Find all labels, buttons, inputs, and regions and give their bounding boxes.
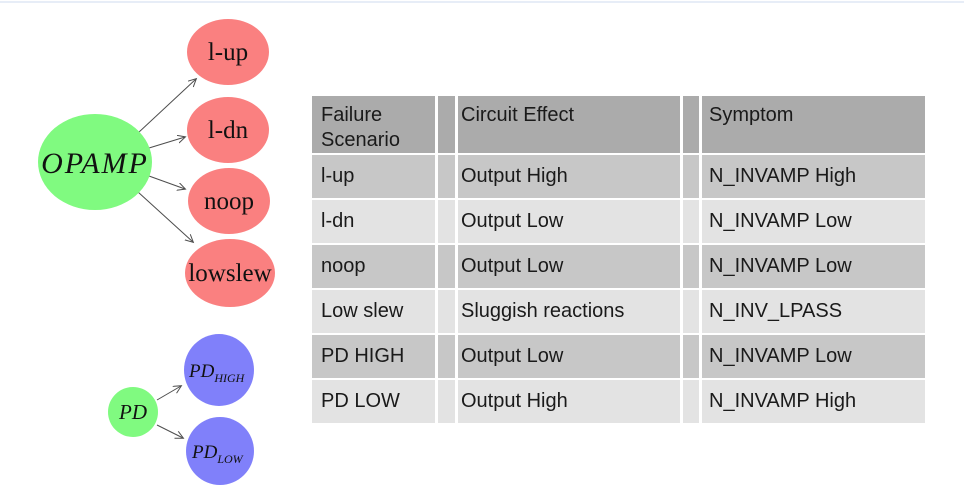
- pdlow-label-main: PD: [191, 442, 218, 463]
- header-circuit-effect: Circuit Effect: [458, 96, 680, 153]
- node-ldn: [187, 97, 269, 163]
- node-ldn-label: l-dn: [208, 117, 249, 144]
- node-pdlow: [186, 417, 254, 485]
- cell-effect: Output High: [458, 380, 680, 423]
- cell-effect: Output Low: [458, 245, 680, 288]
- header-spacer-2: [683, 96, 699, 153]
- edge-opamp-lowslew: [137, 191, 193, 242]
- cell-spacer: [683, 335, 699, 378]
- cell-spacer: [683, 200, 699, 243]
- node-lowslew-label: lowslew: [188, 260, 271, 287]
- cell-spacer: [438, 380, 455, 423]
- table-row: noop Output Low N_INVAMP Low: [312, 245, 925, 288]
- node-lup-label: l-up: [208, 39, 248, 66]
- edge-pd-pdhigh: [156, 386, 181, 401]
- cell-symptom: N_INV_LPASS: [702, 290, 925, 333]
- node-pd-label: PD: [118, 400, 147, 424]
- node-noop-label: noop: [204, 188, 254, 215]
- node-pdhigh: [184, 334, 254, 406]
- cell-effect: Output Low: [458, 200, 680, 243]
- cell-spacer: [683, 245, 699, 288]
- cell-failure: PD HIGH: [312, 335, 435, 378]
- table-row: Low slew Sluggish reactions N_INV_LPASS: [312, 290, 925, 333]
- cell-spacer: [438, 290, 455, 333]
- cell-effect: Sluggish reactions: [458, 290, 680, 333]
- fault-tree-diagram: OPAMP l-up l-dn noop lowslew PD PDHIGH P…: [38, 19, 275, 485]
- node-pd: [108, 387, 158, 437]
- edge-pd-pdlow: [156, 424, 183, 438]
- cell-failure: noop: [312, 245, 435, 288]
- header-failure-scenario: Failure Scenario: [312, 96, 435, 153]
- cell-spacer: [683, 290, 699, 333]
- pdhigh-label-sub: HIGH: [213, 371, 245, 385]
- cell-spacer: [683, 380, 699, 423]
- cell-spacer: [438, 335, 455, 378]
- pdhigh-label-main: PD: [188, 361, 215, 382]
- cell-failure: Low slew: [312, 290, 435, 333]
- node-lup: [187, 19, 269, 85]
- opamp-tree: OPAMP l-up l-dn noop lowslew: [38, 19, 275, 307]
- failure-table: Failure Scenario Circuit Effect Symptom …: [312, 96, 925, 423]
- header-spacer-1: [438, 96, 455, 153]
- cell-symptom: N_INVAMP High: [702, 380, 925, 423]
- cell-spacer: [438, 245, 455, 288]
- cell-spacer: [438, 200, 455, 243]
- edge-opamp-ldn: [148, 137, 185, 149]
- table-header-row: Failure Scenario Circuit Effect Symptom: [312, 96, 925, 153]
- pdlow-label-sub: LOW: [216, 452, 243, 466]
- table-row: PD HIGH Output Low N_INVAMP Low: [312, 335, 925, 378]
- cell-effect: Output Low: [458, 335, 680, 378]
- node-noop: [188, 168, 270, 234]
- cell-failure: l-dn: [312, 200, 435, 243]
- node-opamp: [38, 114, 152, 210]
- cell-spacer: [438, 155, 455, 198]
- node-pdlow-label: PDLOW: [191, 442, 244, 466]
- cell-effect: Output High: [458, 155, 680, 198]
- edge-opamp-lup: [137, 79, 196, 134]
- node-pdhigh-label: PDHIGH: [188, 361, 246, 385]
- table-row: PD LOW Output High N_INVAMP High: [312, 380, 925, 423]
- cell-symptom: N_INVAMP Low: [702, 200, 925, 243]
- cell-symptom: N_INVAMP High: [702, 155, 925, 198]
- cell-symptom: N_INVAMP Low: [702, 245, 925, 288]
- cell-failure: PD LOW: [312, 380, 435, 423]
- cell-spacer: [683, 155, 699, 198]
- table-row: l-dn Output Low N_INVAMP Low: [312, 200, 925, 243]
- node-opamp-label: OPAMP: [41, 147, 149, 180]
- top-accent-strip: [0, 1, 964, 3]
- cell-symptom: N_INVAMP Low: [702, 335, 925, 378]
- node-lowslew: [185, 239, 275, 307]
- cell-failure: l-up: [312, 155, 435, 198]
- pd-tree: PD PDHIGH PDLOW: [108, 334, 254, 485]
- header-symptom: Symptom: [702, 96, 925, 153]
- edge-opamp-noop: [148, 175, 185, 189]
- table-row: l-up Output High N_INVAMP High: [312, 155, 925, 198]
